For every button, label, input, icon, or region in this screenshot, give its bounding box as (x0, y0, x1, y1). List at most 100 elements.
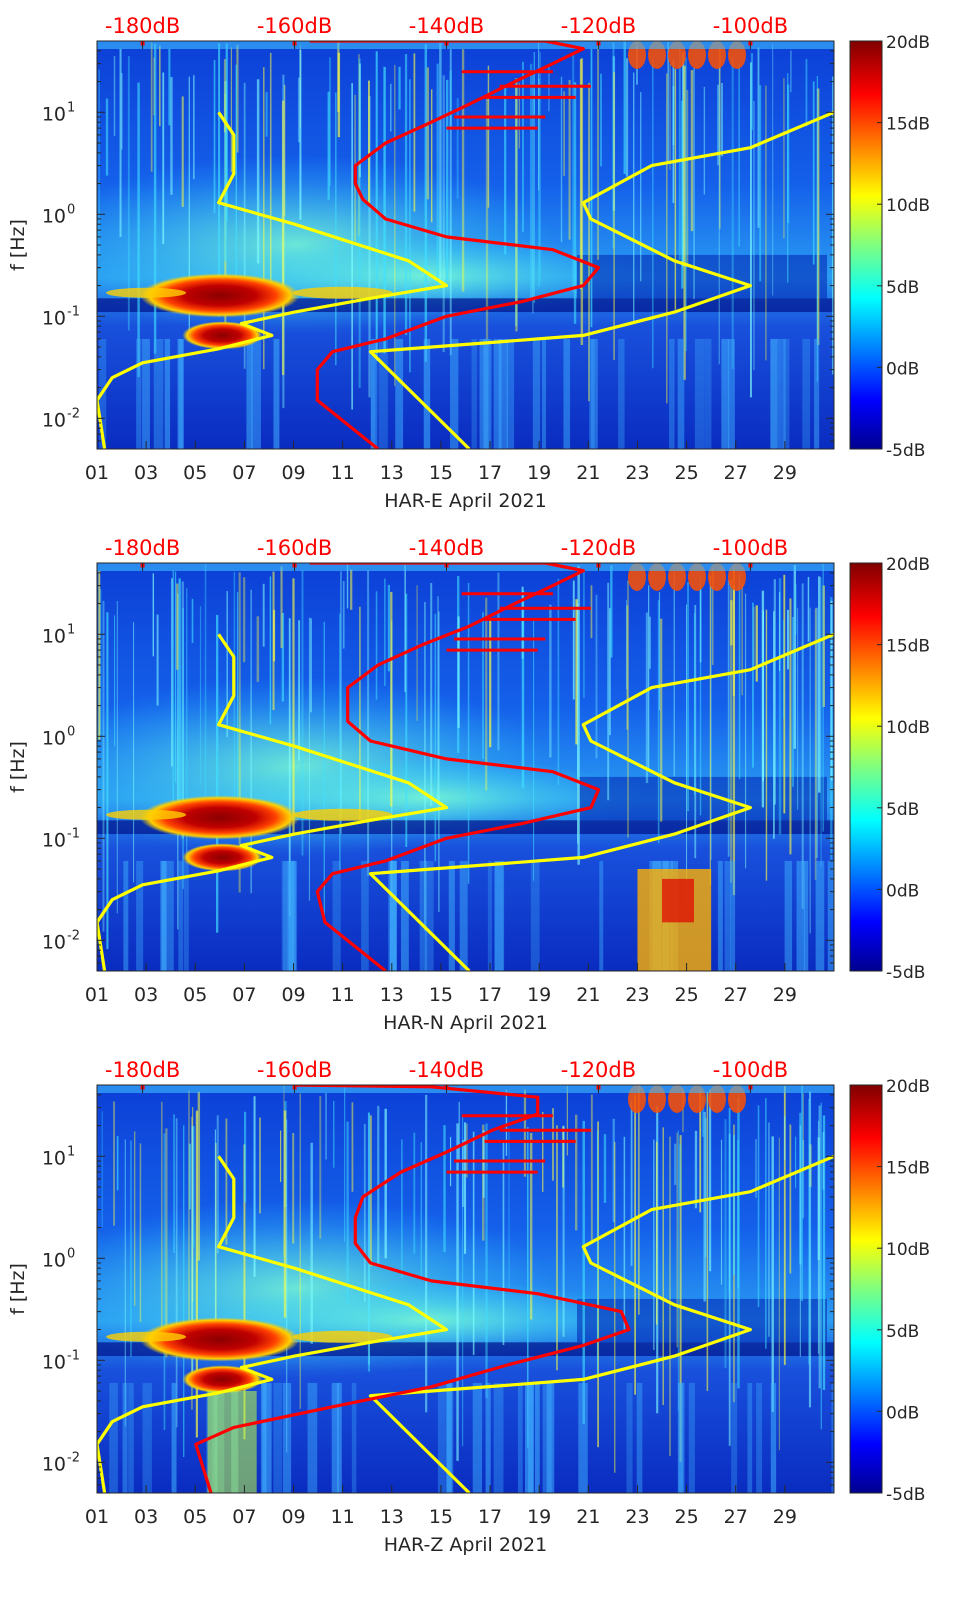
y-axis-label: f [Hz] (7, 219, 29, 271)
x-tick-label: 13 (380, 984, 404, 1006)
event-streak (337, 52, 341, 138)
event-streak (100, 588, 102, 735)
event-streak (130, 1140, 132, 1357)
noise-model-curve-2 (368, 110, 834, 449)
event-streak (431, 89, 433, 223)
event-streak (263, 67, 265, 370)
event-streak (809, 607, 811, 934)
event-streak (283, 1110, 287, 1318)
event-streak (162, 72, 165, 245)
event-streak (113, 56, 116, 136)
event-streak (449, 1136, 452, 1187)
lf-band (160, 860, 167, 971)
x-tick-label: 03 (134, 462, 158, 484)
lf-band (756, 1382, 763, 1493)
lf-band (493, 338, 502, 449)
event-streak (744, 593, 747, 869)
colorbar-tick-label: 5dB (886, 278, 919, 298)
event-streak (358, 58, 361, 388)
storm-band (292, 1330, 393, 1343)
event-streak (658, 591, 661, 711)
event-streak (225, 1118, 228, 1245)
lf-band (351, 1382, 357, 1493)
lf-band (136, 338, 142, 449)
event-streak (529, 63, 533, 300)
x-tick-label: 07 (232, 462, 256, 484)
event-streak (741, 581, 743, 696)
lf-band (669, 338, 675, 449)
event-streak (787, 609, 789, 670)
colorbar-tick-label: 5dB (886, 1322, 919, 1342)
event-streak (588, 82, 590, 402)
event-streak (633, 72, 635, 322)
event-streak (815, 607, 818, 858)
lf-band (784, 860, 793, 971)
event-streak (817, 576, 821, 793)
event-streak (765, 1098, 767, 1349)
event-streak (583, 570, 585, 698)
event-streak (600, 73, 602, 167)
noise-model-curve-2 (368, 632, 834, 971)
top-noise-row (97, 41, 834, 49)
y-tick-label: 10 (42, 931, 66, 953)
top-tick-label: -160dB (257, 14, 332, 38)
lf-band (471, 338, 477, 449)
lf-band (831, 1382, 834, 1493)
event-streak (577, 565, 580, 865)
x-tick-label: 17 (478, 462, 502, 484)
event-streak (755, 1139, 757, 1198)
event-streak (566, 1085, 568, 1156)
lf-band (618, 338, 625, 449)
event-streak (750, 53, 754, 131)
lf-band (803, 860, 809, 971)
event-streak (771, 1136, 774, 1412)
top-tick-label: -120dB (561, 14, 636, 38)
event-streak (686, 90, 689, 268)
x-tick-label: 23 (625, 984, 649, 1006)
event-streak (757, 1105, 760, 1307)
lf-band (395, 338, 404, 449)
event-streak (351, 1102, 354, 1192)
y-tick-label: 10 (42, 307, 66, 329)
event-streak (750, 62, 752, 398)
x-tick-label: 25 (675, 984, 699, 1006)
event-streak (590, 1094, 593, 1244)
event-streak (485, 94, 489, 340)
event-streak (426, 67, 430, 200)
lf-band (177, 338, 184, 449)
lf-band (153, 338, 164, 449)
event-streak (398, 66, 401, 110)
event-streak (139, 1143, 142, 1323)
colorbar-tick-label: 20dB (886, 555, 930, 575)
event-streak (533, 52, 535, 115)
event-streak (672, 60, 675, 204)
event-streak (487, 65, 490, 208)
event-streak (175, 571, 177, 783)
event-streak (363, 1124, 366, 1302)
x-tick-label: 15 (429, 1506, 453, 1528)
x-tick-label: 27 (724, 462, 748, 484)
event-streak (801, 1085, 803, 1302)
x-tick-label: 25 (675, 462, 699, 484)
event-streak (457, 616, 460, 728)
event-streak (607, 582, 610, 801)
lf-band (730, 860, 736, 971)
event-streak (502, 1141, 505, 1346)
event-streak (634, 1094, 636, 1395)
event-streak (280, 566, 283, 649)
x-tick-label: 13 (380, 462, 404, 484)
event-streak (678, 48, 681, 260)
event-streak (116, 600, 119, 914)
event-streak (281, 612, 285, 702)
event-streak (504, 87, 507, 255)
x-tick-label: 23 (625, 462, 649, 484)
storm-band (106, 809, 187, 820)
y-axis-label: f [Hz] (7, 1263, 29, 1315)
event-streak (526, 1126, 529, 1448)
lf-band (493, 1382, 504, 1493)
event-streak (694, 1130, 698, 1209)
event-streak (778, 1137, 780, 1451)
event-streak (597, 1121, 599, 1448)
event-streak (243, 82, 246, 369)
